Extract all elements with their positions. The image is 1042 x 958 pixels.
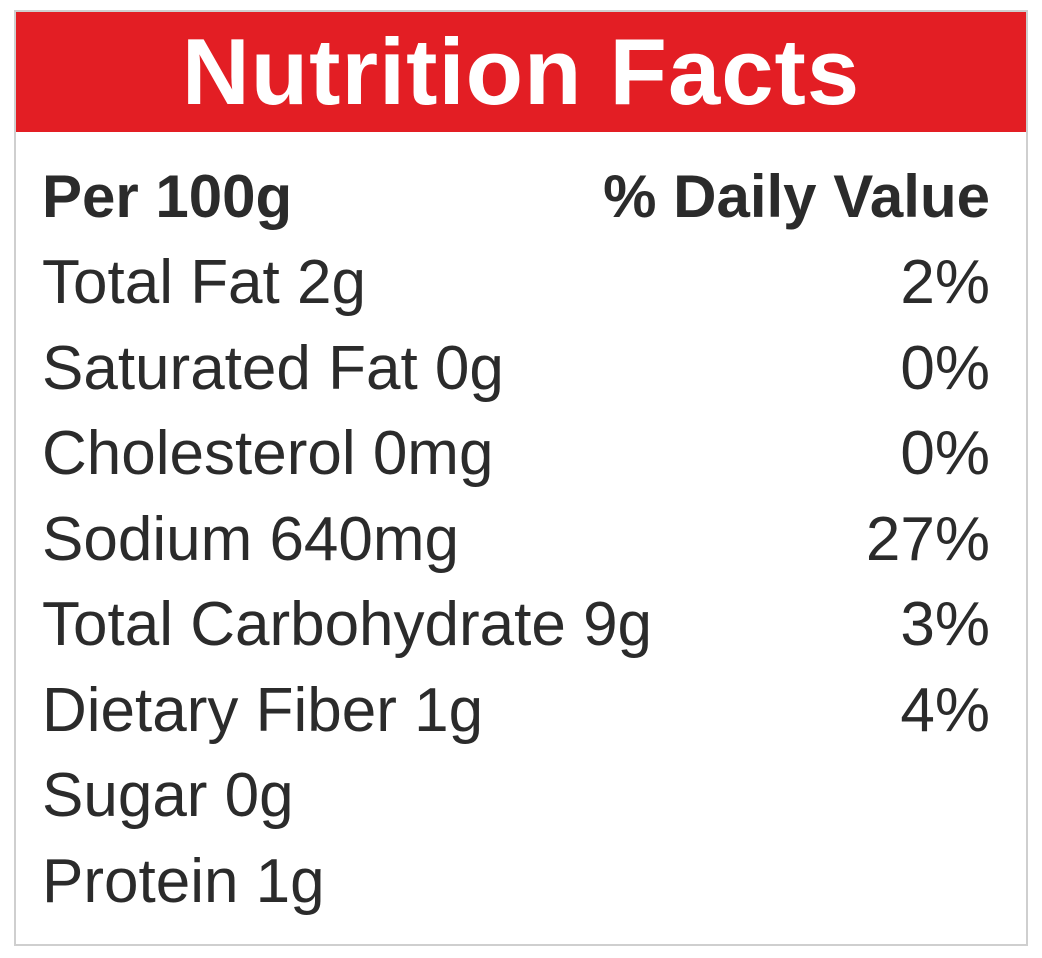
header-right: % Daily Value xyxy=(603,163,990,230)
title: Nutrition Facts xyxy=(16,12,1026,132)
nutrient-row: Saturated Fat 0g 0% xyxy=(42,326,990,412)
daily-value: 4% xyxy=(900,675,990,745)
daily-value: 27% xyxy=(865,504,990,574)
header-row: Per 100g % Daily Value xyxy=(42,154,990,240)
nutrient-label: Sodium 640mg xyxy=(42,504,460,574)
nutrient-label: Cholesterol 0mg xyxy=(42,419,494,488)
nutrient-row: Sodium 640mg 27% xyxy=(42,497,990,583)
daily-value: 0% xyxy=(900,419,990,488)
header-left: Per 100g xyxy=(42,163,293,230)
nutrient-label: Total Fat 2g xyxy=(42,248,366,317)
nutrient-row: Cholesterol 0mg 0% xyxy=(42,411,990,497)
nutrient-label: Protein 1g xyxy=(42,846,325,916)
nutrient-row: Protein 1g xyxy=(42,839,990,925)
nutrient-row: Total Carbohydrate 9g 3% xyxy=(42,582,990,668)
nutrient-label: Total Carbohydrate 9g xyxy=(42,590,653,659)
daily-value: 2% xyxy=(900,248,990,317)
nutrient-label: Dietary Fiber 1g xyxy=(42,675,484,745)
daily-value: 3% xyxy=(900,590,990,659)
daily-value: 0% xyxy=(900,333,990,403)
nutrient-row: Total Fat 2g 2% xyxy=(42,240,990,326)
nutrient-row: Sugar 0g xyxy=(42,753,990,839)
nutrition-label: Nutrition Facts Per 100g % Daily Value T… xyxy=(14,10,1028,946)
nutrient-label: Sugar 0g xyxy=(42,761,294,830)
nutrient-row: Dietary Fiber 1g 4% xyxy=(42,668,990,754)
nutrient-label: Saturated Fat 0g xyxy=(42,333,504,403)
